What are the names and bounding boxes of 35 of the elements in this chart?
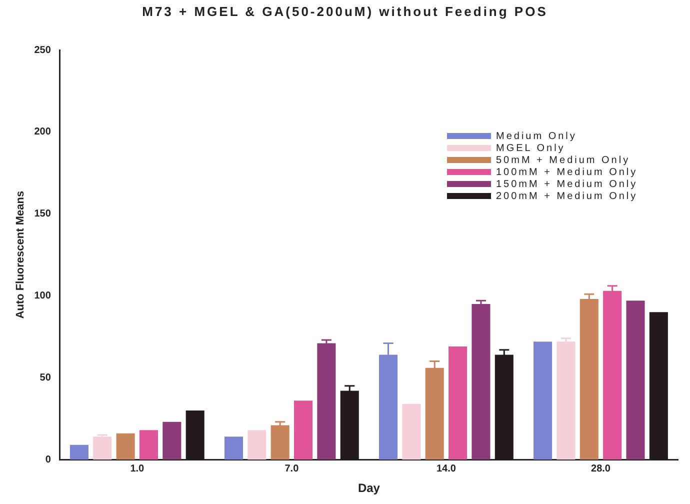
legend-label: 200mM + Medium Only: [496, 190, 638, 202]
x-tick-label: 28.0: [591, 463, 611, 474]
x-tick-label: 14.0: [436, 463, 456, 474]
legend-label: Medium Only: [496, 130, 577, 142]
bar: [402, 404, 421, 460]
chart-title: M73 + MGEL & GA(50-200uM) without Feeding POS: [141, 4, 549, 19]
bar: [472, 304, 490, 460]
y-tick-label: 100: [34, 290, 52, 302]
bar: [556, 342, 576, 460]
bar: [448, 346, 468, 460]
y-tick-label: 200: [34, 126, 52, 138]
legend-label: 100mM + Medium Only: [496, 166, 638, 178]
bar: [317, 343, 336, 460]
bar: [162, 422, 182, 460]
y-tick-label: 250: [34, 44, 52, 56]
legend-label: 150mM + Medium Only: [496, 178, 638, 190]
bar: [626, 300, 645, 460]
y-tick-label: 150: [34, 208, 52, 220]
bar: [93, 436, 112, 460]
y-tick-label: 50: [40, 372, 52, 384]
bar: [534, 342, 552, 460]
legend-label: 50mM + Medium Only: [496, 154, 630, 166]
bar: [224, 436, 243, 460]
bar: [116, 433, 135, 460]
y-axis-title: Auto Fluorescent Means: [14, 190, 27, 319]
legend-label: MGEL Only: [496, 142, 566, 154]
bar: [270, 425, 290, 460]
bar: [294, 400, 313, 460]
bar: [248, 430, 266, 460]
bar: [70, 444, 88, 460]
x-axis-title: Day: [358, 481, 380, 496]
bar: [139, 430, 158, 460]
x-tick-label: 1.0: [130, 463, 145, 474]
x-tick-label: 7.0: [284, 463, 300, 474]
y-tick-label: 0: [45, 454, 52, 466]
